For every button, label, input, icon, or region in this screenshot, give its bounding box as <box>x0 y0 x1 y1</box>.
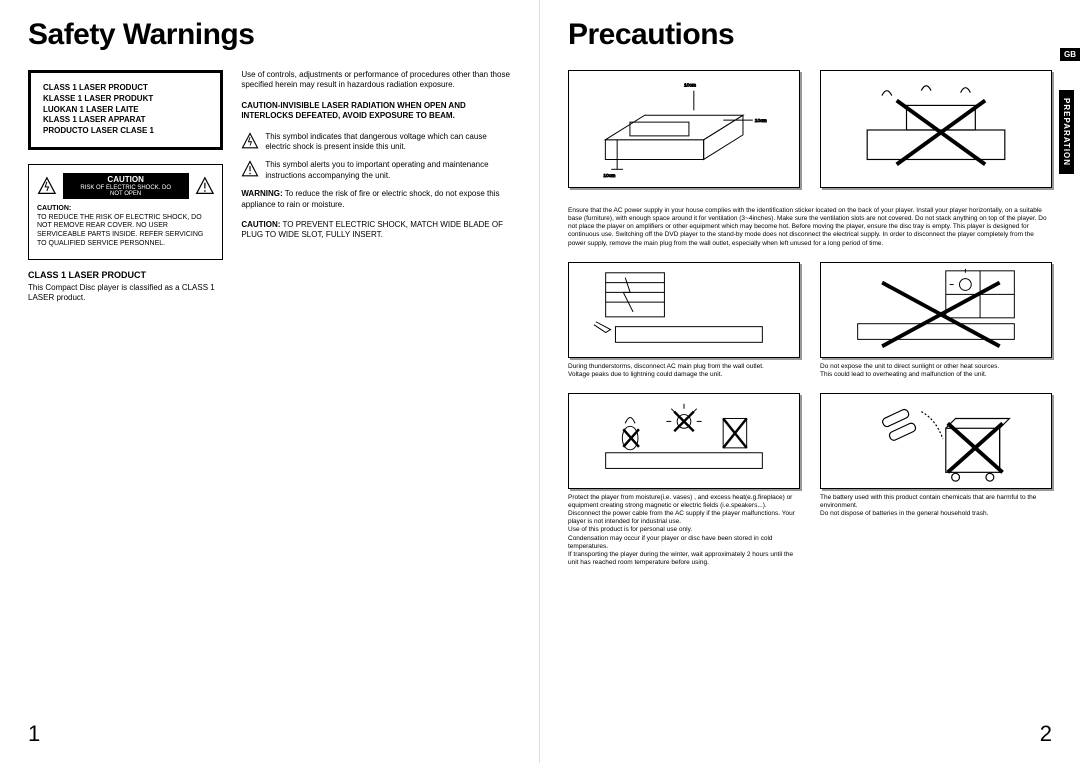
caption-text: Do not expose the unit to direct sunligh… <box>820 363 1052 379</box>
warning-label: WARNING: <box>241 189 282 198</box>
illustration-sunlight <box>820 262 1052 358</box>
lightning-triangle-icon <box>37 174 57 198</box>
para-controls: Use of controls, adjustments or performa… <box>241 70 511 91</box>
illustration-thunderstorm <box>568 262 800 358</box>
caution-head: CAUTION RISK OF ELECTRIC SHOCK. DO NOT O… <box>37 173 214 199</box>
symbol-text-1: This symbol indicates that dangerous vol… <box>265 132 511 153</box>
caution-body-bold: CAUTION: <box>37 205 71 212</box>
prec-item-thunderstorm: During thunderstorms, disconnect AC main… <box>568 262 800 379</box>
caution-label-text: CAUTION <box>107 175 143 184</box>
lightning-triangle-icon <box>241 132 259 150</box>
right-page: Precautions GB PREPARATION 10cm 10c <box>540 0 1080 763</box>
para-caution-beam: CAUTION-INVISIBLE LASER RADIATION WHEN O… <box>241 101 511 122</box>
page-number: 1 <box>28 721 40 747</box>
left-page: Safety Warnings CLASS 1 LASER PRODUCT KL… <box>0 0 540 763</box>
left-col-b: Use of controls, adjustments or performa… <box>241 70 511 304</box>
page-spread: Safety Warnings CLASS 1 LASER PRODUCT KL… <box>0 0 1080 763</box>
left-columns: CLASS 1 LASER PRODUCT KLASSE 1 LASER PRO… <box>28 70 511 304</box>
svg-text:10cm: 10cm <box>603 173 615 179</box>
symbol-text-2: This symbol alerts you to important oper… <box>265 160 511 181</box>
class1-body: This Compact Disc player is classified a… <box>28 283 223 304</box>
illustration-moisture <box>568 393 800 489</box>
warning-para: WARNING: To reduce the risk of fire or e… <box>241 189 511 210</box>
caption-text: Ensure that the AC power supply in your … <box>568 207 1052 248</box>
language-tab: GB <box>1060 48 1080 61</box>
illustration-battery <box>820 393 1052 489</box>
illustration-ventilation: 10cm 10cm 10cm <box>568 70 800 188</box>
caption-text: The battery used with this product conta… <box>820 494 1052 518</box>
caution-box: CAUTION RISK OF ELECTRIC SHOCK. DO NOT O… <box>28 164 223 260</box>
illustration-no-stack <box>820 70 1052 188</box>
prec-item-ventilation: 10cm 10cm 10cm <box>568 70 800 193</box>
symbol-row-1: This symbol indicates that dangerous vol… <box>241 132 511 153</box>
left-col-a: CLASS 1 LASER PRODUCT KLASSE 1 LASER PRO… <box>28 70 223 304</box>
caption-text: During thunderstorms, disconnect AC main… <box>568 363 800 379</box>
svg-text:10cm: 10cm <box>684 83 696 89</box>
symbol-row-2: This symbol alerts you to important oper… <box>241 160 511 181</box>
prec-caption-1: Ensure that the AC power supply in your … <box>568 207 1052 248</box>
laser-line: KLASSE 1 LASER PRODUKT <box>43 94 208 105</box>
svg-text:10cm: 10cm <box>755 118 767 124</box>
caution-body-text: TO REDUCE THE RISK OF ELECTRIC SHOCK, DO… <box>37 214 203 247</box>
caution-para: CAUTION: TO PREVENT ELECTRIC SHOCK, MATC… <box>241 220 511 241</box>
exclamation-triangle-icon <box>195 174 215 198</box>
page-title: Precautions <box>568 18 1052 52</box>
prec-item-sunlight: Do not expose the unit to direct sunligh… <box>820 262 1052 379</box>
laser-line: CLASS 1 LASER PRODUCT <box>43 83 208 94</box>
laser-line: LUOKAN 1 LASER LAITE <box>43 105 208 116</box>
prec-item-moisture: Protect the player from moisture(i.e. va… <box>568 393 800 567</box>
section-tab: PREPARATION <box>1059 90 1074 174</box>
page-number: 2 <box>1040 721 1052 747</box>
laser-line: KLASS 1 LASER APPARAT <box>43 115 208 126</box>
prec-item-battery: The battery used with this product conta… <box>820 393 1052 567</box>
caution-body: CAUTION: TO REDUCE THE RISK OF ELECTRIC … <box>37 205 214 249</box>
caution-plug-body: TO PREVENT ELECTRIC SHOCK, MATCH WIDE BL… <box>241 220 503 239</box>
caution-plug-label: CAUTION: <box>241 220 280 229</box>
class1-head: CLASS 1 LASER PRODUCT <box>28 270 223 280</box>
laser-line: PRODUCTO LASER CLASE 1 <box>43 126 208 137</box>
page-title: Safety Warnings <box>28 18 511 52</box>
precautions-grid: 10cm 10cm 10cm <box>568 70 1052 567</box>
caption-text: Protect the player from moisture(i.e. va… <box>568 494 800 567</box>
caution-label: CAUTION RISK OF ELECTRIC SHOCK. DO NOT O… <box>63 173 189 199</box>
prec-item-no-stack <box>820 70 1052 193</box>
laser-product-box: CLASS 1 LASER PRODUCT KLASSE 1 LASER PRO… <box>28 70 223 150</box>
caution-label-sub: RISK OF ELECTRIC SHOCK. DO NOT OPEN <box>75 185 177 198</box>
exclamation-triangle-icon <box>241 160 259 178</box>
